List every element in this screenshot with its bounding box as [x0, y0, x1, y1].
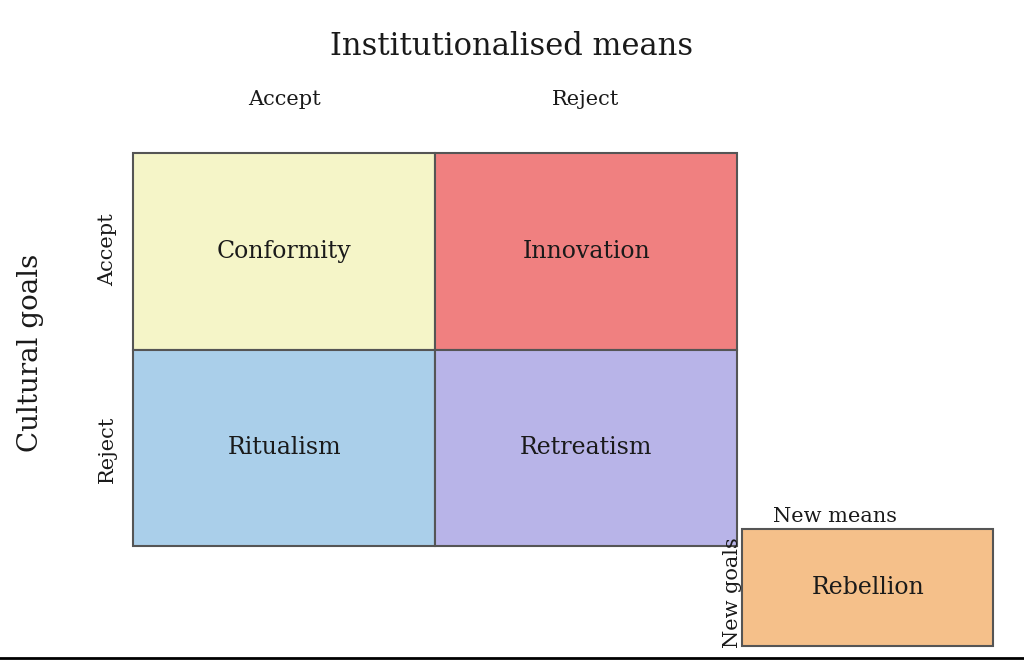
Bar	[133, 153, 435, 350]
Text: Accept: Accept	[98, 213, 117, 286]
Text: Rebellion: Rebellion	[811, 576, 925, 599]
Text: Retreatism: Retreatism	[520, 436, 652, 460]
Text: New means: New means	[772, 507, 897, 525]
Text: Reject: Reject	[98, 416, 117, 484]
Text: Cultural goals: Cultural goals	[17, 254, 44, 452]
Text: Institutionalised means: Institutionalised means	[331, 31, 693, 62]
Bar	[435, 350, 737, 546]
Text: Accept: Accept	[248, 91, 322, 109]
Bar	[435, 153, 737, 350]
Text: Ritualism: Ritualism	[227, 436, 341, 460]
Text: Conformity: Conformity	[217, 240, 351, 263]
Bar	[133, 350, 435, 546]
Bar	[742, 529, 993, 646]
Text: Reject: Reject	[552, 91, 620, 109]
Text: Innovation: Innovation	[522, 240, 650, 263]
Text: New goals: New goals	[723, 537, 741, 648]
